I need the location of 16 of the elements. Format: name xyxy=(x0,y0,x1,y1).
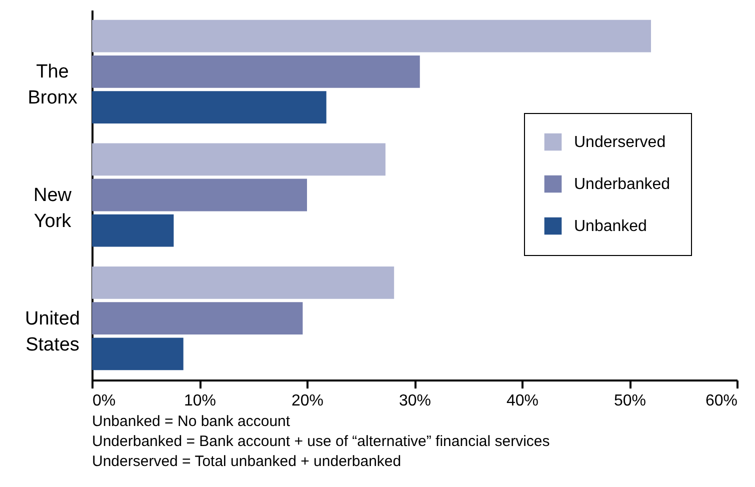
x-tick-label: 50% xyxy=(614,392,646,410)
x-tick-label: 0% xyxy=(92,392,116,410)
x-tick-label: 60% xyxy=(705,392,738,410)
x-tick-label: 20% xyxy=(291,392,324,410)
text: Underbanked = Bank account + use of “alternative” financial services xyxy=(92,433,550,450)
legend-label: Underbanked xyxy=(574,176,670,193)
x-tick-label: 10% xyxy=(184,392,216,410)
text: Unbanked = No bank account xyxy=(92,413,291,430)
y-tick-label: United States xyxy=(25,308,80,356)
x-tick-label: 40% xyxy=(506,392,539,410)
text: Underserved = Total unbanked + underbanked xyxy=(92,453,402,470)
x-tick-label: 30% xyxy=(398,392,432,410)
legend-label: Unbanked xyxy=(574,218,647,235)
y-tick-label: New York xyxy=(33,185,72,232)
legend-label: Underserved xyxy=(574,134,666,151)
y-tick-label: The Bronx xyxy=(28,62,78,109)
